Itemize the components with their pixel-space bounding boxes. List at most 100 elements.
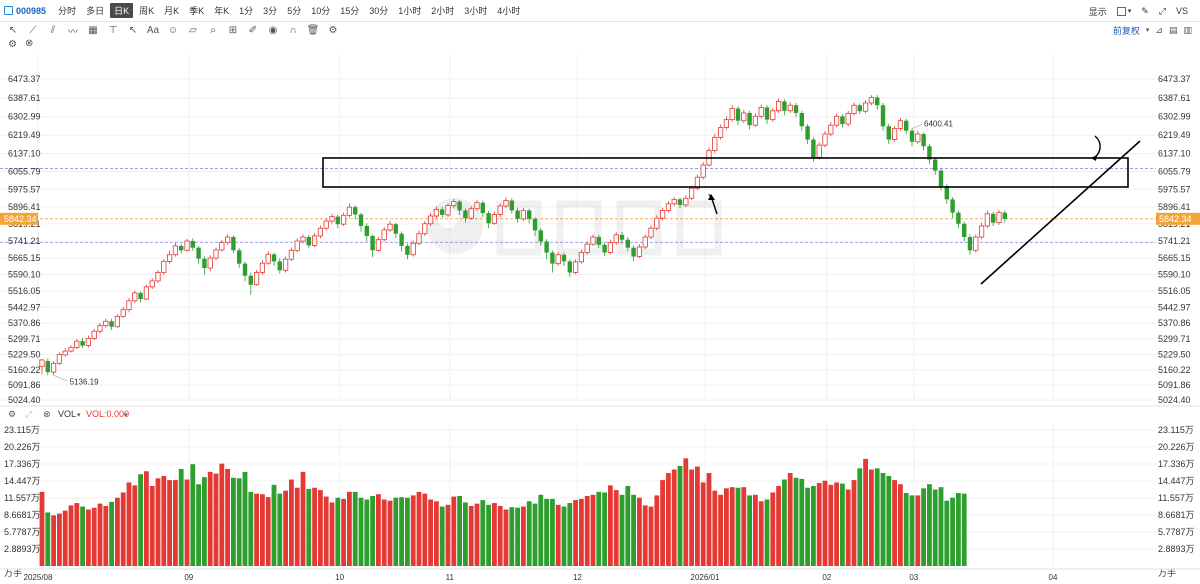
- candle-body: [282, 258, 289, 271]
- candle-body: [474, 202, 480, 210]
- emoji-icon[interactable]: ☺: [167, 24, 179, 36]
- period-tab[interactable]: 2小时: [431, 6, 455, 16]
- vs-button[interactable]: VS: [1175, 6, 1188, 16]
- volume-bar: [811, 485, 816, 566]
- volume-bar: [51, 515, 56, 566]
- eye-icon[interactable]: ◉: [268, 24, 278, 36]
- chevron-down-icon[interactable]: ▾: [124, 412, 128, 419]
- display-dropdown[interactable]: 显示: [1088, 6, 1107, 17]
- period-tab[interactable]: 周K: [139, 6, 155, 16]
- chart-style-icon[interactable]: ⊿: [1155, 24, 1163, 35]
- current-price-right: 5842.34: [1159, 214, 1192, 224]
- settings-icon[interactable]: ⚙: [8, 39, 17, 50]
- window-icon[interactable]: [4, 6, 13, 15]
- trash-icon[interactable]: 🗑: [306, 24, 320, 36]
- volume-bar: [886, 475, 892, 566]
- period-tab[interactable]: 1分: [239, 6, 254, 16]
- period-tab[interactable]: 1小时: [398, 6, 422, 16]
- candle-body: [45, 361, 50, 373]
- volume-bar: [480, 500, 486, 566]
- candle-body: [782, 101, 787, 111]
- stock-code[interactable]: 000985: [16, 5, 47, 16]
- zoom-icon[interactable]: ⌕: [210, 24, 216, 36]
- ruler-icon[interactable]: ▱: [189, 24, 197, 36]
- volume-tick-right: 5.7787万: [1158, 527, 1195, 537]
- trend-line[interactable]: [980, 140, 1141, 285]
- price-tick-left: 5299.71: [8, 334, 41, 344]
- volume-bar: [555, 504, 561, 566]
- period-tab[interactable]: 3分: [263, 6, 278, 16]
- volume-bar: [677, 465, 683, 566]
- pen-icon[interactable]: ✎: [1141, 5, 1149, 16]
- candle-body: [752, 115, 759, 126]
- period-tab[interactable]: 10分: [311, 6, 331, 16]
- period-tab[interactable]: 5分: [287, 6, 302, 16]
- expand-icon[interactable]: ⤢: [24, 409, 32, 419]
- period-tab[interactable]: 4小时: [497, 6, 521, 16]
- close-icon[interactable]: ⊗: [43, 409, 51, 419]
- chart-area[interactable]: 6400.41 5136.19 6473.37 6473.37 6387.61 6387…: [0, 54, 1200, 584]
- arrow-right[interactable]: [1093, 135, 1101, 159]
- price-tick-right: 6055.79: [1158, 167, 1191, 177]
- candle-body: [358, 214, 364, 226]
- indicator-icon[interactable]: ▤: [1168, 24, 1178, 35]
- fullscreen-icon[interactable]: ⤢: [1158, 5, 1166, 16]
- price-tick-right: 5229.50: [1158, 350, 1191, 360]
- volume-bar: [416, 491, 422, 566]
- volume-bar: [86, 509, 91, 566]
- volume-bar: [196, 484, 201, 566]
- period-tab[interactable]: 30分: [369, 6, 389, 16]
- period-tab[interactable]: 多日: [86, 6, 105, 16]
- vol-indicator-label[interactable]: VOL: [58, 409, 76, 419]
- brush-icon[interactable]: ✐: [248, 24, 258, 36]
- layout-toggle[interactable]: ▾: [1116, 6, 1131, 16]
- price-tick-right: 5665.15: [1158, 253, 1191, 263]
- price-tick-left: 5024.40: [8, 395, 41, 405]
- volume-bar: [323, 496, 329, 566]
- period-tab[interactable]: 分时: [58, 6, 77, 16]
- candle-body: [143, 286, 149, 300]
- user-drawings[interactable]: [322, 135, 1141, 285]
- lock-icon[interactable]: ⊞: [228, 24, 238, 36]
- resistance-box[interactable]: [322, 157, 1129, 188]
- candle-body: [463, 210, 468, 219]
- candle-body: [828, 124, 834, 135]
- chevron-down-icon[interactable]: ▾: [77, 412, 81, 419]
- price-tick-left: 5590.10: [8, 270, 41, 280]
- candle-body: [776, 101, 782, 112]
- text-tool-icon[interactable]: Aa: [146, 24, 160, 36]
- period-tab[interactable]: 季K: [189, 6, 205, 16]
- fib-tool-icon[interactable]: ▦: [88, 24, 98, 36]
- panel-toggle-icon[interactable]: ▥: [1183, 24, 1192, 35]
- settings-icon[interactable]: ⚙: [328, 24, 338, 36]
- price-axis: 6473.37 6473.37 6387.61 6387.61 6302.99 6302.…: [0, 74, 1200, 405]
- candle-body: [729, 108, 735, 121]
- volume-bar: [451, 496, 457, 566]
- price-tick-right: 5896.41: [1158, 202, 1191, 212]
- volume-tick-left: 17.336万: [4, 459, 41, 469]
- period-tab[interactable]: 3小时: [464, 6, 488, 16]
- volume-bar: [434, 501, 439, 566]
- arrow-tool-icon[interactable]: ↖: [128, 24, 138, 36]
- period-tab[interactable]: 年K: [214, 6, 230, 16]
- period-tab[interactable]: 日K: [110, 3, 134, 18]
- period-tab[interactable]: 月K: [164, 6, 180, 16]
- volume-bar: [619, 494, 625, 566]
- magnet-icon[interactable]: ∩: [289, 24, 297, 36]
- price-tick-right: 6473.37: [1158, 74, 1191, 84]
- candle-body: [422, 223, 428, 235]
- candle-body: [973, 236, 979, 251]
- adjust-dropdown[interactable]: 前复权: [1112, 25, 1140, 36]
- settings-icon[interactable]: ⚙: [8, 409, 16, 419]
- volume-bar: [567, 503, 573, 566]
- volume-bar: [590, 494, 596, 566]
- line-tool-icon[interactable]: ⟋: [29, 24, 37, 36]
- channel-tool-icon[interactable]: ⫽: [50, 24, 56, 36]
- period-tab[interactable]: 15分: [340, 6, 360, 16]
- candle-body: [184, 240, 190, 251]
- measure-tool-icon[interactable]: ⊤: [108, 24, 118, 36]
- cursor-icon[interactable]: ↖: [8, 24, 18, 36]
- wave-tool-icon[interactable]: 〰: [68, 26, 78, 38]
- header-right: 显示 ▾ ✎ ⤢ VS: [1089, 0, 1200, 22]
- close-icon[interactable]: ⊗: [25, 38, 34, 49]
